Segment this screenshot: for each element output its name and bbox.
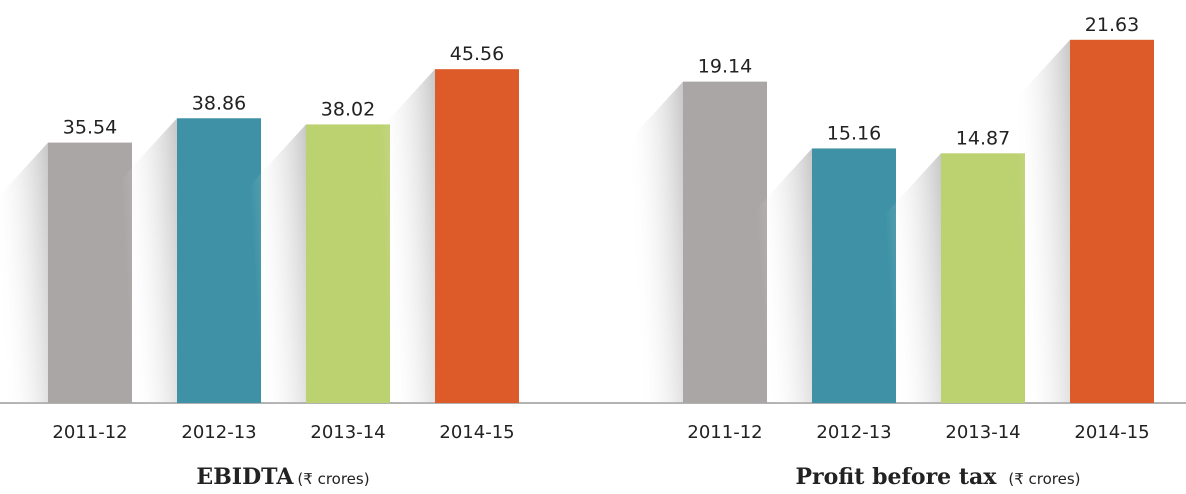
bar [812,148,896,403]
bar-shadow [886,153,941,403]
x-tick-label: 2011-12 [52,422,127,443]
bar-shadow [1015,39,1070,403]
bar [683,81,767,404]
title-main: Profit before tax [795,464,997,490]
x-tick-label: 2012-13 [816,422,891,443]
value-label: 15.16 [827,122,881,144]
bar [306,124,390,404]
value-label: 38.02 [321,98,375,120]
x-tick-label: 2013-14 [945,422,1020,443]
bar [177,118,261,404]
chart-title: EBIDTA (₹ crores) [196,464,369,490]
bar-shadow [0,142,48,403]
value-label: 21.63 [1085,14,1139,36]
x-tick-label: 2012-13 [181,422,256,443]
value-label: 14.87 [956,127,1010,149]
bar-shadow [757,148,812,403]
bar-shadow [251,124,306,404]
x-tick-label: 2013-14 [310,422,385,443]
bar [1070,39,1154,403]
title-unit: (₹ crores) [1008,470,1080,488]
bar [48,142,132,403]
value-label: 19.14 [698,56,752,78]
x-tick-label: 2014-15 [1074,422,1149,443]
x-tick-label: 2014-15 [439,422,514,443]
x-tick-label: 2011-12 [687,422,762,443]
bar [435,69,519,403]
value-label: 38.86 [192,92,246,114]
title-unit: (₹ crores) [297,470,369,488]
value-label: 35.54 [63,117,117,139]
title-main: EBIDTA [196,464,294,490]
bar [941,153,1025,403]
bar-shadow [380,69,435,403]
value-label: 45.56 [450,43,504,65]
bar-shadow [122,118,177,404]
chart-title: Profit before tax (₹ crores) [795,464,1080,490]
bar-shadow [628,81,683,404]
